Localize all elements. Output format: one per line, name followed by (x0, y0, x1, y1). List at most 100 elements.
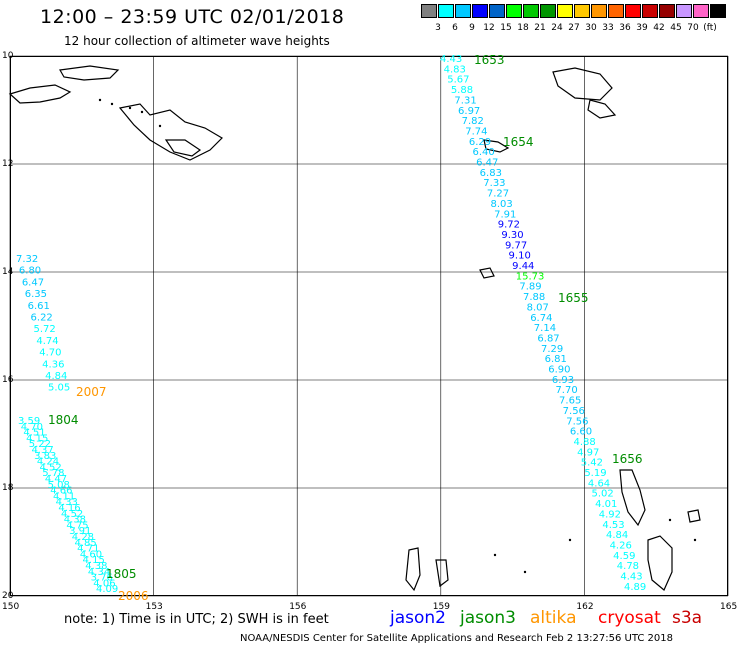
pass-time-label: 2007 (76, 385, 107, 399)
wave-height-label: 4.15 (83, 555, 105, 566)
lon-tick-label: 162 (576, 602, 594, 612)
wave-height-label: 4.53 (602, 520, 624, 531)
lat-tick-label: 18 (2, 483, 14, 493)
lon-tick-label: 153 (145, 602, 163, 612)
color-swatch (574, 4, 590, 18)
color-swatch (472, 4, 488, 18)
wave-height-label: 4.28 (72, 532, 94, 543)
color-swatch (489, 4, 505, 18)
wave-height-label: 4.52 (61, 509, 83, 520)
wave-height-label: 4.43 (440, 54, 462, 65)
wave-height-label: 5.05 (48, 383, 70, 394)
wave-height-label: 4.75 (66, 520, 88, 531)
satellite-legend-item: jason2 (390, 608, 446, 628)
wave-height-label: 7.31 (454, 95, 476, 106)
wave-height-label: 7.33 (483, 178, 505, 189)
color-swatch (455, 4, 471, 18)
wave-height-label: 4.71 (77, 544, 99, 555)
wave-height-label: 4.26 (610, 540, 632, 551)
wave-height-label: 7.14 (534, 323, 556, 334)
color-scale-label: 33 (602, 23, 614, 33)
wave-height-label: 4.89 (624, 582, 646, 593)
wave-height-label: 6.47 (22, 277, 44, 288)
color-scale-label: (ft) (703, 23, 717, 33)
wave-height-label: 9.30 (501, 230, 523, 241)
wave-height-label: 6.60 (570, 427, 592, 438)
wave-height-label: 6.22 (31, 313, 53, 324)
island-dot (493, 553, 497, 557)
wave-height-label: 5.22 (29, 439, 51, 450)
color-swatch (540, 4, 556, 18)
wave-height-label: 4.52 (40, 462, 62, 473)
island-dot (128, 106, 132, 110)
wave-height-label: 4.34 (88, 567, 110, 578)
wave-height-label: 4.84 (45, 371, 67, 382)
wave-height-label: 7.70 (555, 385, 577, 396)
coastline (483, 139, 510, 153)
wave-height-label: 4.66 (50, 486, 72, 497)
wave-height-label: 4.36 (42, 359, 64, 370)
wave-height-label: 4.74 (36, 336, 58, 347)
wave-height-label: 6.87 (537, 333, 559, 344)
color-scale-label: 18 (517, 23, 529, 33)
wave-height-label: 4.47 (45, 474, 67, 485)
color-scale-label: 30 (585, 23, 597, 33)
wave-height-label: 6.81 (545, 354, 567, 365)
color-swatch (608, 4, 624, 18)
wave-height-label: 3.91 (69, 526, 91, 537)
coastline (619, 469, 646, 527)
satellite-legend-item: cryosat (598, 608, 661, 628)
wave-height-label: 5.67 (447, 75, 469, 86)
wave-height-label: 4.01 (595, 499, 617, 510)
wave-height-label: 5.02 (592, 489, 614, 500)
wave-height-label: 4.06 (93, 578, 115, 589)
wave-height-label: 4.59 (613, 551, 635, 562)
pass-time-label: 1656 (612, 452, 643, 466)
wave-height-label: 9.10 (509, 251, 531, 262)
footer-note: note: 1) Time is in UTC; 2) SWH is in fe… (64, 612, 329, 627)
wave-height-label: 4.83 (444, 64, 466, 75)
satellite-legend-item: altika (530, 608, 577, 628)
color-scale-label: 27 (568, 23, 580, 33)
page-subtitle: 12 hour collection of altimeter wave hei… (64, 34, 330, 48)
color-scale-label: 39 (636, 23, 648, 33)
coastline (435, 559, 449, 588)
coastline (552, 67, 613, 101)
wave-height-label: 6.97 (458, 106, 480, 117)
color-scale-label: 15 (500, 23, 512, 33)
wave-height-label: 6.40 (472, 147, 494, 158)
wave-height-label: 5.72 (33, 324, 55, 335)
lon-tick-label: 156 (289, 602, 307, 612)
color-swatch (676, 4, 692, 18)
lon-tick-label: 150 (2, 602, 20, 612)
wave-height-label: 15.73 (516, 271, 545, 282)
color-scale-label: 36 (619, 23, 631, 33)
lon-tick-label: 159 (432, 602, 450, 612)
coastline (687, 509, 701, 523)
coastline (405, 547, 421, 592)
island-dot (98, 98, 102, 102)
wave-height-label: 7.27 (487, 189, 509, 200)
lat-tick-label: 16 (2, 375, 14, 385)
island-dot (523, 570, 527, 574)
wave-height-label: 6.90 (548, 365, 570, 376)
wave-height-label: 4.78 (617, 561, 639, 572)
color-scale-label: 21 (534, 23, 546, 33)
color-swatch (421, 4, 437, 18)
pass-time-label: 2006 (118, 589, 149, 603)
wave-height-label: 6.93 (552, 375, 574, 386)
wave-height-label: 4.85 (74, 538, 96, 549)
wave-height-label: 6.74 (530, 313, 552, 324)
wave-height-label: 3.83 (34, 451, 56, 462)
wave-height-label: 6.47 (476, 158, 498, 169)
wave-height-label: 4.84 (606, 530, 628, 541)
wave-height-label: 4.51 (23, 428, 45, 439)
wave-height-label: 7.91 (494, 209, 516, 220)
island-dot (568, 538, 572, 542)
color-scale-legend: 3 6 9 12 15 18 21 24 27 30 33 36 39 42 45 70 (ft) (421, 4, 737, 38)
wave-height-label: 4.64 (588, 478, 610, 489)
color-swatch (438, 4, 454, 18)
wave-height-label: 4.43 (620, 572, 642, 583)
wave-height-label: 4.88 (573, 437, 595, 448)
